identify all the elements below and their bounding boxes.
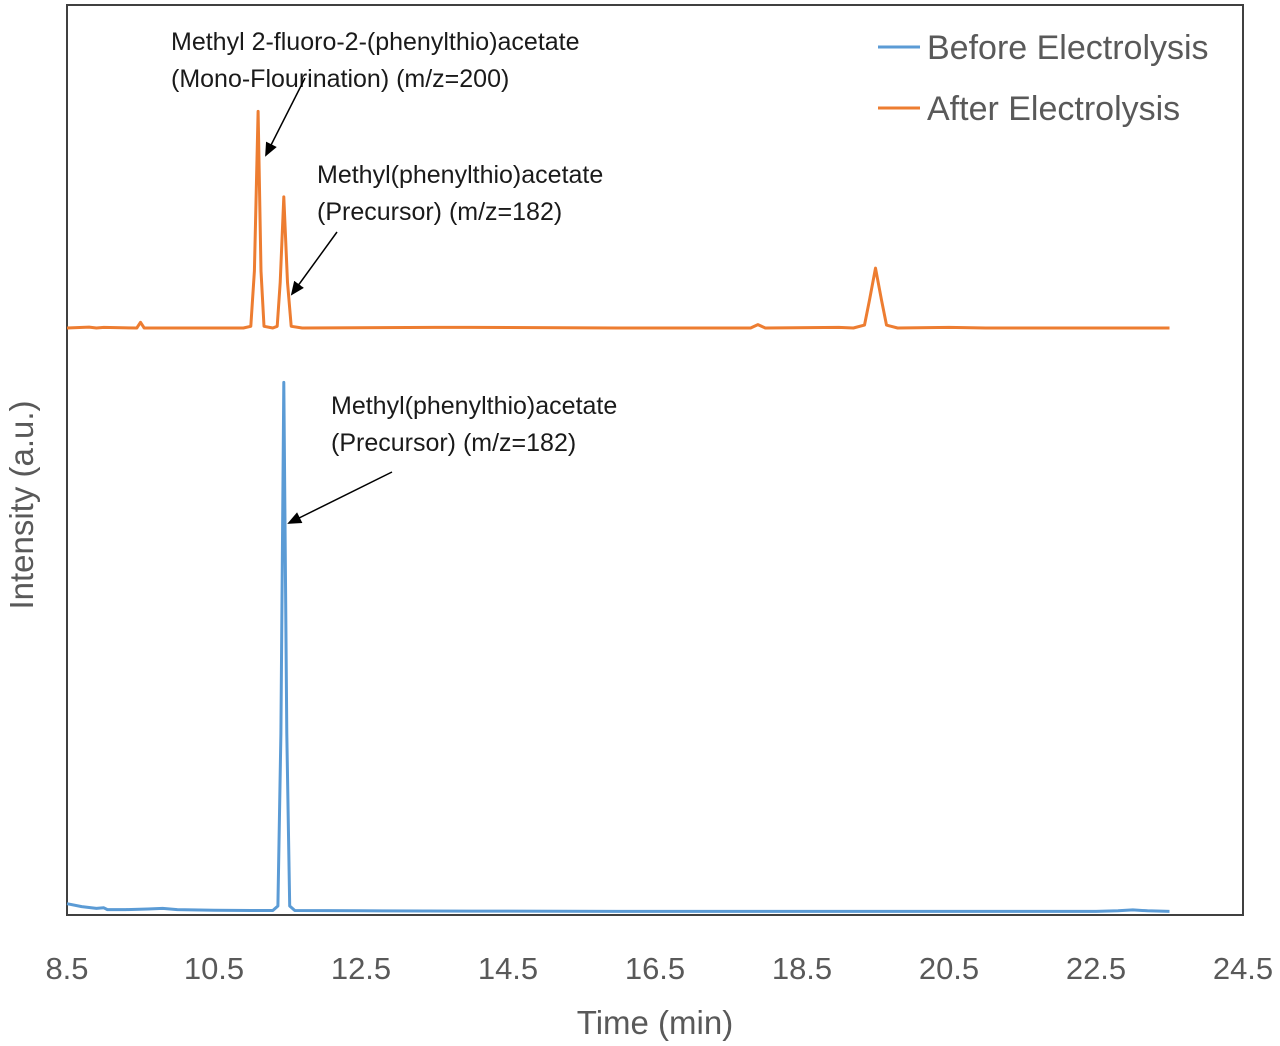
- x-tick-label: 18.5: [772, 951, 832, 986]
- x-tick-label: 10.5: [184, 951, 244, 986]
- peak-annotation: Methyl(phenylthio)acetate (Precursor) (m/…: [317, 161, 603, 226]
- peak-annotation: Methyl 2-fluoro-2-(phenylthio)acetate (Mo…: [171, 28, 580, 93]
- legend-label: After Electrolysis: [927, 90, 1180, 128]
- legend-item-before-electrolysis: Before Electrolysis: [878, 29, 1209, 67]
- annotation-arrow: [290, 231, 338, 296]
- x-tick-label: 8.5: [45, 951, 88, 986]
- legend-label: Before Electrolysis: [927, 29, 1209, 67]
- x-tick-label: 14.5: [478, 951, 538, 986]
- x-tick-label: 24.5: [1213, 951, 1273, 986]
- peak-annotation: Methyl(phenylthio)acetate (Precursor) (m/…: [331, 392, 617, 457]
- annotation-arrow: [265, 77, 306, 157]
- series-line-after-electrolysis: [66, 109, 1170, 330]
- annotation-arrow: [287, 471, 393, 524]
- x-tick-label: 20.5: [919, 951, 979, 986]
- x-tick-label: 22.5: [1066, 951, 1126, 986]
- legend-item-after-electrolysis: After Electrolysis: [878, 90, 1180, 128]
- y-axis-label: Intensity (a.u.): [3, 400, 40, 609]
- series-line-before-electrolysis: [66, 380, 1170, 913]
- x-tick-label: 12.5: [331, 951, 391, 986]
- plot-area-frame: [66, 4, 1244, 916]
- x-axis-label: Time (min): [577, 1004, 733, 1041]
- x-tick-label: 16.5: [625, 951, 685, 986]
